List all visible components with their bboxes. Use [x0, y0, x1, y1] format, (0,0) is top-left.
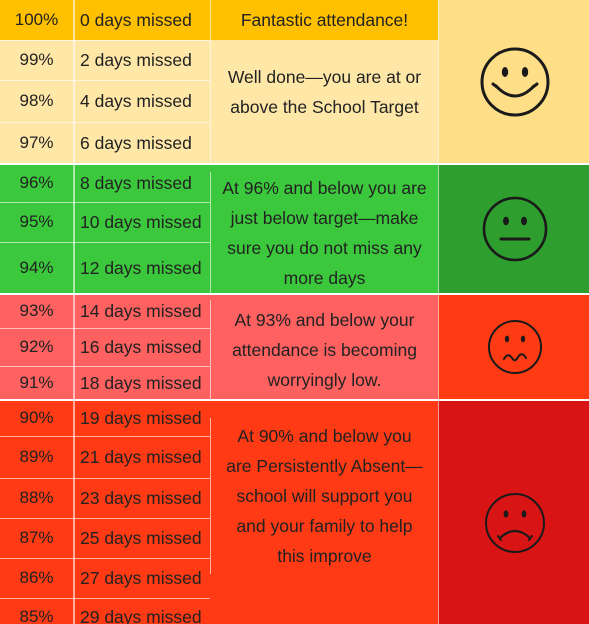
row-14-percent: 87%	[0, 518, 74, 558]
row-divider	[0, 40, 210, 41]
row-9-percent: 92%	[0, 328, 74, 366]
row-11-days: 19 days missed	[80, 407, 202, 428]
message-fantastic: Fantastic attendance!	[210, 0, 438, 40]
row-6-percent: 95%	[0, 202, 74, 242]
row-1-percent: 100%	[0, 0, 74, 40]
smiling-face-icon	[480, 47, 549, 117]
neutral-face-icon	[482, 196, 547, 262]
row-divider	[0, 478, 210, 479]
row-divider	[0, 80, 210, 81]
row-divider	[0, 518, 210, 519]
row-2-percent: 99%	[0, 40, 74, 80]
row-12-percent: 89%	[0, 436, 74, 478]
row-14-days: 25 days missed	[80, 527, 202, 548]
row-7-percent: 94%	[0, 242, 74, 294]
row-divider	[0, 558, 210, 559]
band-4-face-cell	[438, 400, 589, 624]
message-worrying: At 93% and below your attendance is beco…	[210, 300, 438, 400]
row-13-percent: 88%	[0, 478, 74, 518]
band-2-face-cell	[438, 164, 589, 294]
band-3-face-cell	[438, 294, 589, 400]
row-4-days: 6 days missed	[80, 132, 192, 153]
sad-face-icon	[484, 493, 545, 553]
row-1-days: 0 days missed	[80, 9, 192, 30]
row-15-days: 27 days missed	[80, 567, 202, 588]
row-5-percent: 96%	[0, 164, 74, 202]
band-divider	[0, 163, 589, 165]
row-7-days: 12 days missed	[80, 257, 202, 278]
row-15-percent: 86%	[0, 558, 74, 598]
column-divider	[74, 0, 75, 624]
worried-face-icon	[487, 320, 542, 374]
row-4-percent: 97%	[0, 122, 74, 164]
row-12-days: 21 days missed	[80, 446, 202, 467]
row-divider	[0, 328, 210, 329]
band-divider	[0, 293, 589, 295]
row-6-days: 10 days missed	[80, 211, 202, 232]
row-3-percent: 98%	[0, 80, 74, 122]
row-3-days: 4 days missed	[80, 90, 192, 111]
row-5-days: 8 days missed	[80, 172, 192, 193]
row-8-percent: 93%	[0, 294, 74, 328]
row-divider	[0, 436, 210, 437]
message-below-target: At 96% and below you are just below targ…	[210, 172, 438, 294]
row-divider	[0, 122, 210, 123]
row-divider	[0, 598, 210, 599]
row-2-days: 2 days missed	[80, 49, 192, 70]
row-13-days: 23 days missed	[80, 487, 202, 508]
row-9-days: 16 days missed	[80, 336, 202, 357]
band-1-face-cell	[438, 0, 589, 164]
row-16-percent: 85%	[0, 598, 74, 624]
row-divider	[0, 366, 210, 367]
row-11-percent: 90%	[0, 400, 74, 436]
band-divider	[0, 399, 589, 401]
message-persistent: At 90% and below you are Persistently Ab…	[210, 418, 438, 574]
row-10-days: 18 days missed	[80, 372, 202, 393]
row-16-days: 29 days missed	[80, 606, 202, 624]
message-well-done: Well done—you are at or above the School…	[210, 40, 438, 164]
row-divider	[0, 242, 210, 243]
row-10-percent: 91%	[0, 366, 74, 400]
row-8-days: 14 days missed	[80, 300, 202, 321]
row-divider	[0, 202, 210, 203]
